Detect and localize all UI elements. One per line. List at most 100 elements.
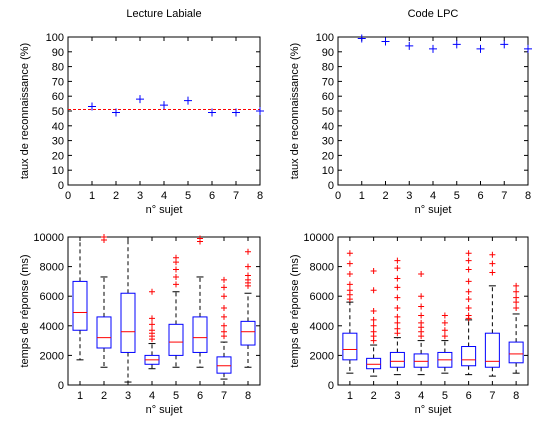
x-tick-label: 5 — [454, 190, 460, 202]
y-tick-label: 10000 — [303, 232, 334, 244]
y-tick-label: 20 — [322, 150, 334, 162]
outlier-point — [221, 284, 227, 291]
box-iqr — [240, 320, 256, 346]
y-tick-label: 30 — [322, 136, 334, 148]
y-tick-label: 10000 — [33, 232, 64, 244]
x-tick-label: 3 — [394, 390, 400, 402]
outlier-point — [149, 288, 155, 295]
x-tick-label: 7 — [501, 190, 507, 202]
y-tick-label: 2000 — [310, 350, 334, 362]
y-axis-label: temps de réponse (ms) — [19, 254, 31, 367]
y-tick-label: 10 — [322, 165, 334, 177]
outlier-point — [101, 234, 107, 240]
y-tick-label: 60 — [322, 91, 334, 103]
outlier-point — [513, 288, 520, 295]
x-tick-label: 2 — [371, 390, 377, 402]
box-7 — [216, 276, 232, 380]
box-6 — [461, 250, 477, 376]
box-iqr — [120, 292, 136, 353]
outlier-point — [173, 254, 179, 261]
y-tick-label: 4000 — [40, 321, 64, 333]
x-tick-label: 6 — [209, 190, 215, 202]
outlier-point — [346, 281, 353, 288]
box-iqr — [389, 351, 405, 368]
chart-temps-reponse-lpc: 0 2000 4000 6000 8000 10000 1 2 3 4 5 6 7 8 n° sujet te… — [289, 232, 529, 416]
x-tick-label: 1 — [77, 390, 83, 402]
outlier-point — [346, 250, 353, 257]
data-point — [256, 107, 264, 115]
y-tick-label: 4000 — [310, 321, 334, 333]
outlier-point — [465, 250, 472, 257]
data-point — [476, 44, 485, 53]
outlier-point — [489, 251, 496, 258]
data-point — [184, 96, 192, 105]
outlier-point — [370, 328, 377, 335]
box-4 — [144, 288, 160, 370]
x-tick-label: 4 — [161, 190, 167, 202]
data-point — [429, 44, 437, 53]
y-tick-label: 90 — [52, 47, 64, 59]
data-point — [524, 44, 532, 53]
outlier-point — [465, 257, 472, 264]
outlier-point — [370, 322, 377, 329]
y-tick-label: 40 — [52, 121, 64, 133]
x-tick-label: 3 — [137, 190, 143, 202]
data-point — [452, 40, 461, 49]
outlier-point — [418, 312, 425, 319]
y-tick-label: 100 — [316, 32, 334, 44]
x-tick-label: 6 — [466, 390, 472, 402]
outlier-point — [149, 327, 155, 334]
outlier-point — [221, 313, 227, 320]
outlier-point — [346, 287, 353, 294]
y-tick-label: 100 — [46, 32, 64, 44]
y-tick-label: 70 — [52, 76, 64, 88]
outlier-point — [149, 321, 155, 328]
outlier-point — [370, 268, 377, 275]
outlier-point — [513, 294, 520, 301]
box-5 — [437, 312, 453, 374]
outlier-point — [394, 294, 401, 301]
y-tick-label: 70 — [322, 76, 334, 88]
data-point — [405, 41, 414, 50]
data-point — [500, 40, 509, 49]
box-8 — [240, 248, 256, 368]
box-iqr — [413, 353, 429, 368]
outlier-point — [221, 293, 227, 300]
outlier-point — [441, 333, 448, 340]
y-tick-label: 0 — [328, 180, 334, 192]
x-tick-label: 8 — [257, 190, 263, 202]
box-8 — [508, 282, 524, 374]
plot-frame — [337, 36, 529, 186]
outlier-point — [346, 271, 353, 277]
y-axis-label: temps de réponse (ms) — [289, 254, 301, 367]
outlier-point — [245, 272, 251, 279]
data-point — [88, 102, 96, 111]
outlier-point — [173, 281, 179, 288]
outlier-point — [221, 328, 227, 335]
box-iqr — [96, 316, 112, 349]
y-tick-label: 80 — [322, 62, 334, 74]
x-tick-label: 1 — [89, 190, 95, 202]
x-tick-label: 5 — [173, 390, 179, 402]
box-iqr — [366, 357, 382, 370]
box-1 — [342, 250, 358, 374]
x-tick-label: 7 — [489, 390, 495, 402]
x-tick-label: 1 — [347, 390, 353, 402]
outlier-point — [245, 248, 251, 255]
x-tick-label: 2 — [101, 390, 107, 402]
chart-title: Code LPC — [408, 8, 459, 20]
plot-frame — [67, 236, 261, 386]
x-axis-label: n° sujet — [415, 204, 452, 216]
x-tick-label: 3 — [125, 390, 131, 402]
outlier-point — [221, 276, 227, 283]
y-tick-label: 2000 — [40, 350, 64, 362]
data-point — [232, 108, 240, 117]
y-tick-label: 8000 — [40, 262, 64, 274]
x-tick-label: 3 — [406, 190, 412, 202]
data-point — [381, 37, 390, 46]
chart-lecture-labiale: 0 10 20 30 40 50 60 70 80 90 100 0 1 2 3 4 5 6 7 8 n° sujet t… — [19, 8, 264, 216]
box-2 — [366, 268, 382, 377]
box-3 — [389, 257, 405, 376]
outlier-point — [418, 293, 425, 300]
box-5 — [168, 254, 184, 368]
